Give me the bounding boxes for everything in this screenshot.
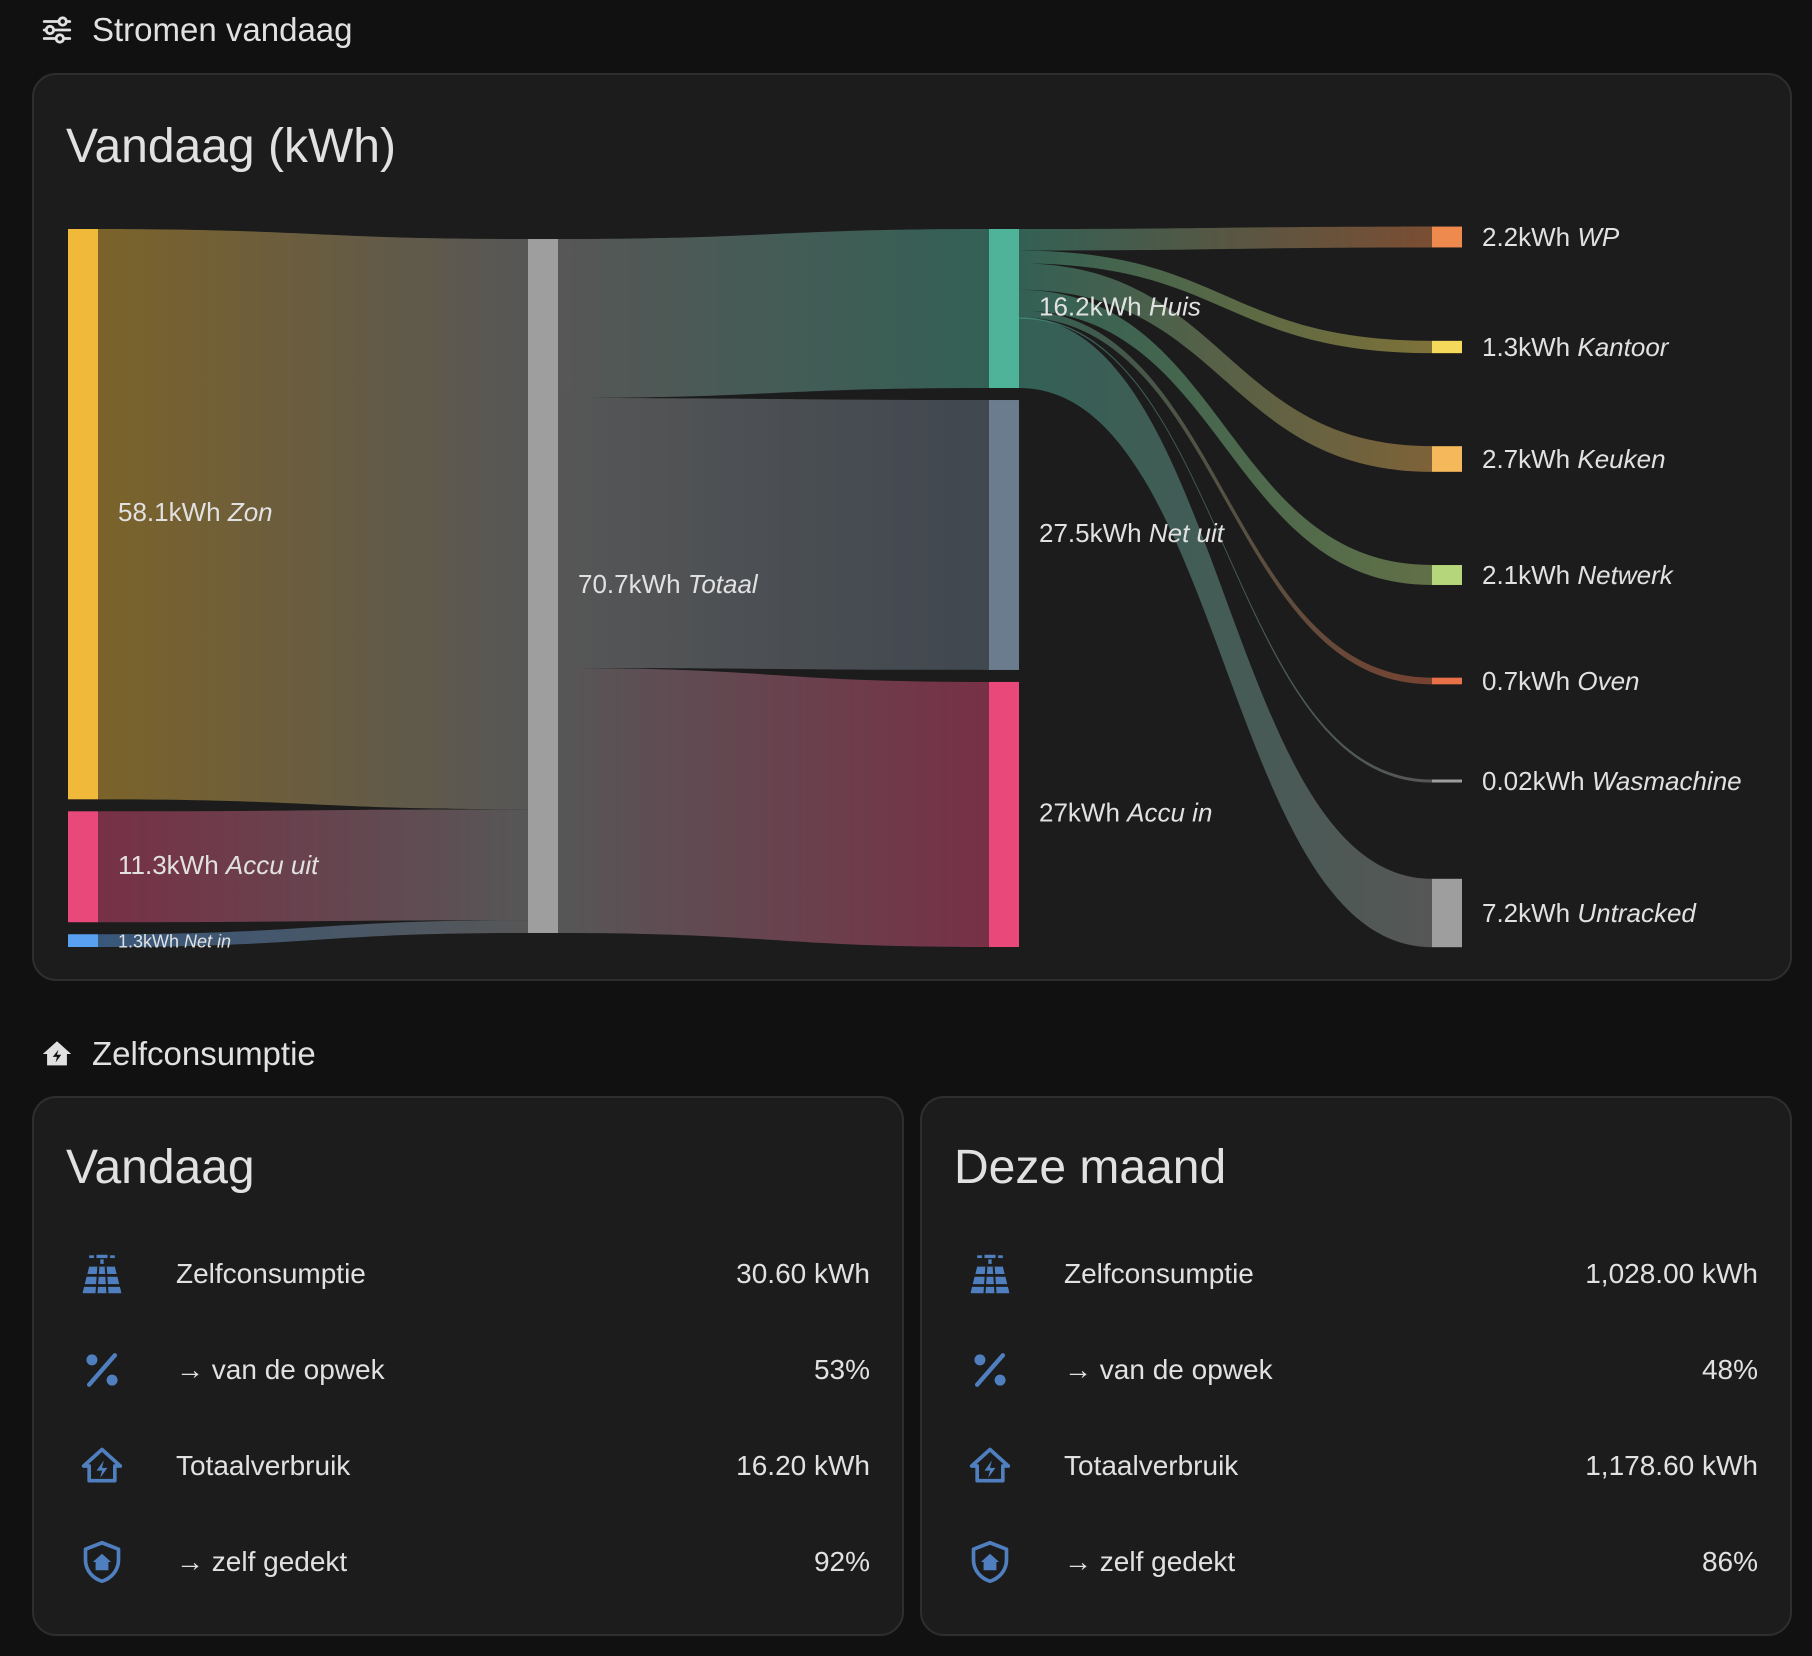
link-huis-wasmachine: [1019, 317, 1432, 783]
link-totaal-accu_in: [558, 667, 989, 947]
label-totaal: 70.7kWh Totaal: [578, 569, 759, 599]
node-keuken: [1432, 446, 1462, 472]
stat-label: Zelfconsumptie: [1064, 1258, 1254, 1289]
link-totaal-huis: [558, 229, 989, 399]
today-card-title: Vandaag: [66, 1141, 255, 1194]
today-row-self-covered: → zelf gedekt 92%: [66, 1532, 870, 1592]
stat-label: Zelfconsumptie: [176, 1258, 366, 1289]
month-card-title: Deze maand: [954, 1141, 1227, 1194]
today-card: Vandaag Zelfconsumptie 30.60 kWh → van d…: [32, 1096, 904, 1636]
label-oven: 0.7kWh Oven: [1482, 666, 1640, 696]
link-totaal-net_uit: [558, 398, 989, 670]
stat-label: → zelf gedekt: [1064, 1546, 1236, 1577]
stat-value: 1,028.00 kWh: [1585, 1258, 1758, 1289]
stat-label: → van de opwek: [1064, 1354, 1273, 1385]
stat-value: 53%: [813, 1354, 870, 1385]
node-totaal: [528, 239, 558, 933]
link-huis-oven: [1019, 310, 1432, 685]
node-netwerk: [1432, 565, 1462, 585]
label-net_in: 1.3kWh Net in: [118, 931, 231, 951]
stat-value: 16.20 kWh: [736, 1450, 870, 1481]
tune-icon: [42, 16, 72, 44]
node-net_in: [68, 934, 98, 947]
sankey-chart: 58.1kWh Zon 11.3kWh Accu uit 1.3kWh Net in…: [68, 222, 1742, 951]
label-zon: 58.1kWh Zon: [118, 497, 273, 527]
selfcons-section-header: Zelfconsumptie: [40, 1032, 316, 1076]
link-accu_uit-totaal: [98, 809, 528, 923]
label-accu_uit: 11.3kWh Accu uit: [118, 850, 320, 880]
node-wp: [1432, 226, 1462, 248]
link-huis-kantoor: [1019, 250, 1432, 354]
stat-label: → zelf gedekt: [176, 1546, 348, 1577]
flows-section-header: Stromen vandaag: [40, 8, 353, 52]
link-huis-netwerk: [1019, 289, 1432, 585]
month-card: Deze maand Zelfconsumptie 1,028.00 kWh →…: [920, 1096, 1792, 1636]
link-huis-keuken: [1019, 263, 1432, 472]
today-row-total-consumption: Totaalverbruik 16.20 kWh: [66, 1436, 870, 1496]
month-row-of-generation: → van de opwek 48%: [954, 1340, 1758, 1400]
node-zon: [68, 229, 98, 800]
selfcons-section-title: Zelfconsumptie: [92, 1035, 316, 1072]
sankey-card-title: Vandaag (kWh): [66, 120, 396, 173]
home-lightning-icon: [42, 1041, 72, 1066]
label-kantoor: 1.3kWh Kantoor: [1482, 332, 1670, 362]
stat-value: 92%: [813, 1546, 870, 1577]
solar-panel-icon: [954, 1244, 1026, 1304]
label-accu_in: 27kWh Accu in: [1039, 797, 1212, 827]
shield-home-icon: [954, 1532, 1026, 1592]
node-untracked: [1432, 878, 1462, 948]
node-net_uit: [989, 400, 1019, 670]
label-wasmachine: 0.02kWh Wasmachine: [1482, 766, 1742, 796]
sankey-card: Vandaag (kWh) 58.1kWh Zon 11.3kWh Accu ui…: [32, 73, 1792, 981]
node-kantoor: [1432, 340, 1462, 354]
label-wp: 2.2kWh WP: [1482, 222, 1620, 252]
stat-value: 86%: [1701, 1546, 1758, 1577]
label-keuken: 2.7kWh Keuken: [1482, 444, 1666, 474]
link-net_in-totaal: [98, 920, 528, 947]
stat-value: 30.60 kWh: [736, 1258, 870, 1289]
month-row-selfconsumption: Zelfconsumptie 1,028.00 kWh: [954, 1244, 1758, 1304]
stat-value: 1,178.60 kWh: [1585, 1450, 1758, 1481]
node-wasmachine: [1432, 779, 1462, 783]
home-lightning-icon: [954, 1436, 1026, 1496]
label-huis: 16.2kWh Huis: [1039, 291, 1201, 321]
home-lightning-icon: [66, 1436, 138, 1496]
flows-section-title: Stromen vandaag: [92, 11, 353, 48]
label-netwerk: 2.1kWh Netwerk: [1482, 560, 1675, 590]
percent-icon: [954, 1340, 1026, 1400]
link-huis-untracked: [1019, 317, 1432, 948]
node-oven: [1432, 677, 1462, 685]
stat-value: 48%: [1701, 1354, 1758, 1385]
percent-icon: [66, 1340, 138, 1400]
today-row-of-generation: → van de opwek 53%: [66, 1340, 870, 1400]
today-row-selfconsumption: Zelfconsumptie 30.60 kWh: [66, 1244, 870, 1304]
node-huis: [989, 229, 1019, 389]
link-zon-totaal: [98, 229, 528, 810]
month-row-total-consumption: Totaalverbruik 1,178.60 kWh: [954, 1436, 1758, 1496]
label-net_uit: 27.5kWh Net uit: [1039, 518, 1226, 548]
stat-label: → van de opwek: [176, 1354, 385, 1385]
solar-panel-icon: [66, 1244, 138, 1304]
month-row-self-covered: → zelf gedekt 86%: [954, 1532, 1758, 1592]
stat-label: Totaalverbruik: [1064, 1450, 1239, 1481]
node-accu_in: [989, 681, 1019, 947]
shield-home-icon: [66, 1532, 138, 1592]
link-huis-wp: [1019, 226, 1432, 251]
stat-label: Totaalverbruik: [176, 1450, 351, 1481]
label-untracked: 7.2kWh Untracked: [1482, 898, 1697, 928]
node-accu_uit: [68, 811, 98, 923]
